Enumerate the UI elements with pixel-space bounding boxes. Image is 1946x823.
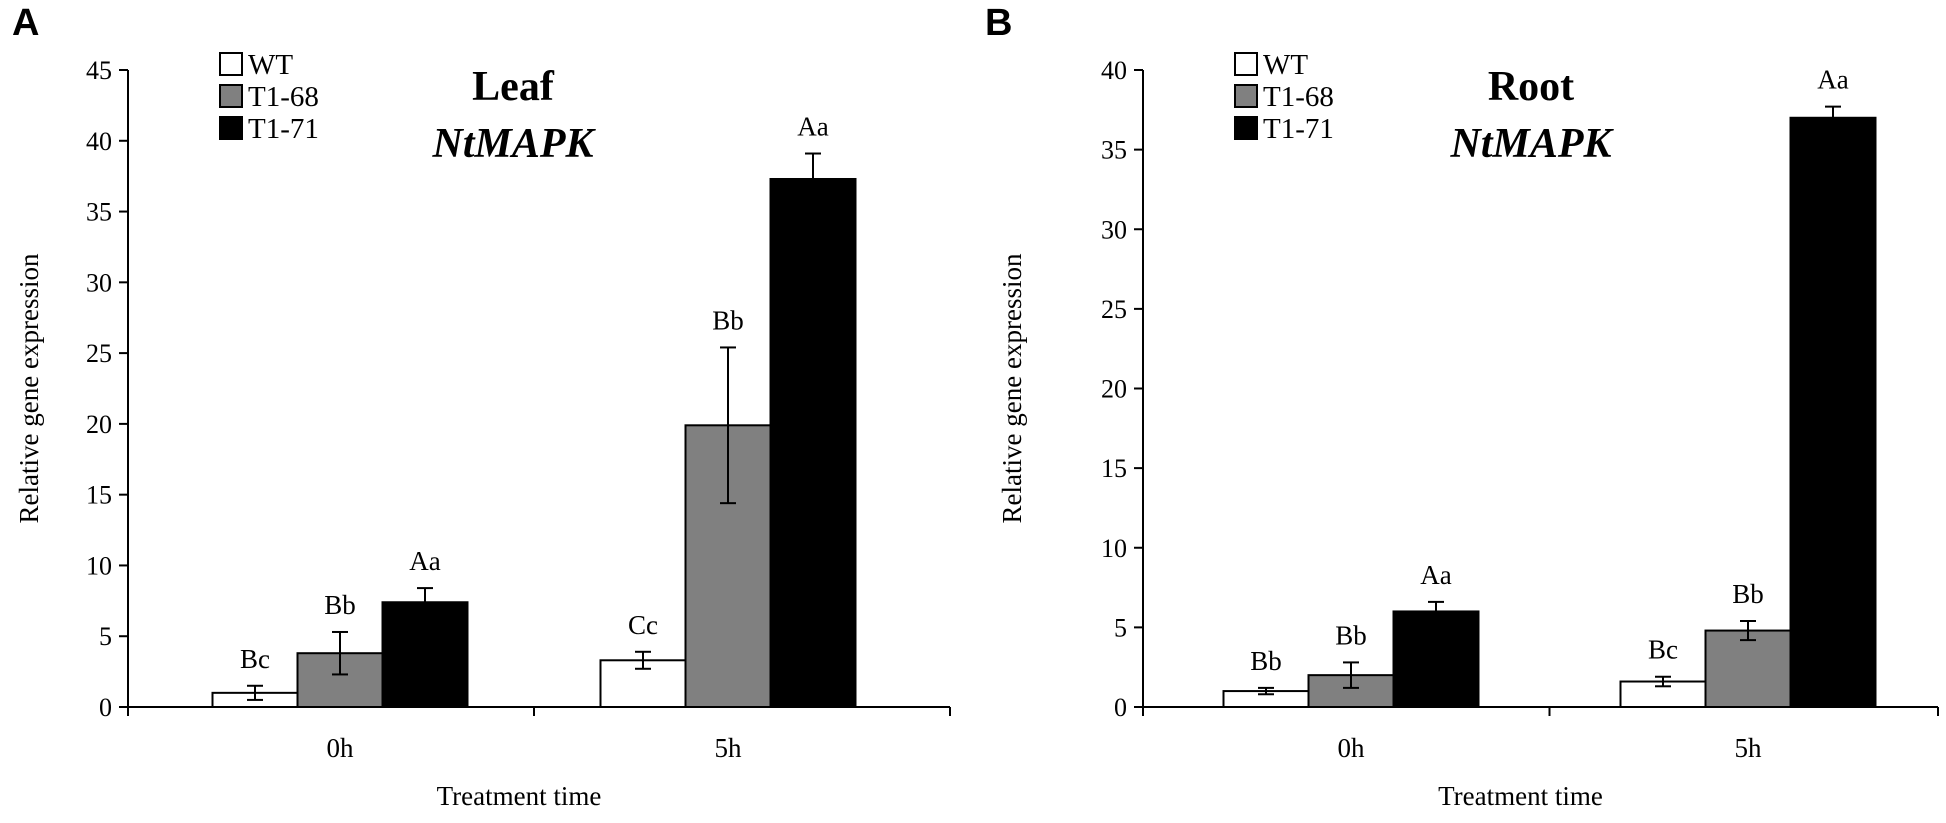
chart-title: Root <box>1488 64 1574 110</box>
legend-swatch <box>1234 116 1258 140</box>
bar-chart-leaf: 0 5 10 15 20 25 30 35 40 45 0h 5h Bc Cc Bb Bb Aa Aa WTT1-6… <box>14 49 951 811</box>
y-tick-label: 5 <box>1114 613 1127 642</box>
y-axis-label: Relative gene expression <box>997 253 1027 523</box>
legend-label: WT <box>1263 49 1308 81</box>
y-tick-label: 35 <box>86 198 112 227</box>
y-axis-label: Relative gene expression <box>14 253 44 523</box>
y-tick-label: 15 <box>86 481 112 510</box>
significance-label: Bb <box>1732 579 1764 609</box>
legend-label: T1-71 <box>248 113 319 145</box>
legend-swatch <box>219 52 243 76</box>
significance-label: Bb <box>1335 620 1367 650</box>
legend-swatch <box>219 116 243 140</box>
x-tick-label: 5h <box>715 733 743 763</box>
bar <box>769 177 857 708</box>
panel-label: B <box>985 2 1013 44</box>
x-tick-label: 0h <box>1338 733 1366 763</box>
bar <box>1392 610 1480 709</box>
y-tick-label: 10 <box>1101 534 1127 563</box>
chart-panel-a: A 0 5 10 15 20 25 30 35 40 45 0h 5h Bc Cc Bb Bb Aa Aa WT T1… <box>0 0 973 818</box>
legend-swatch <box>1234 52 1258 76</box>
chart-panel-b: B 0 5 10 15 20 25 30 35 40 0h 5h Bb Bc Bb Bb Aa Aa WT T1-6… <box>973 0 1946 818</box>
chart-subtitle: NtMAPK <box>1449 121 1614 167</box>
significance-label: Cc <box>628 610 658 640</box>
significance-label: Bc <box>240 644 270 674</box>
x-tick-label: 5h <box>1735 733 1763 763</box>
y-tick-label: 25 <box>86 339 112 368</box>
x-axis-label: Treatment time <box>437 781 602 811</box>
x-tick-label: 0h <box>327 733 355 763</box>
y-tick-label: 15 <box>1101 454 1127 483</box>
x-axis-label: Treatment time <box>1438 781 1603 811</box>
significance-label: Aa <box>1420 560 1451 590</box>
legend-label: T1-71 <box>1263 113 1334 145</box>
chart-subtitle: NtMAPK <box>431 121 596 167</box>
y-tick-label: 5 <box>99 622 112 651</box>
significance-label: Bb <box>1250 646 1282 676</box>
significance-label: Bb <box>712 305 744 335</box>
y-tick-label: 0 <box>1114 693 1127 722</box>
legend-label: T1-68 <box>1263 81 1334 113</box>
y-tick-label: 40 <box>86 127 112 156</box>
significance-label: Aa <box>1817 65 1848 95</box>
y-tick-label: 25 <box>1101 295 1127 324</box>
y-tick-label: 20 <box>1101 375 1127 404</box>
legend-swatch <box>219 84 243 108</box>
significance-label: Bc <box>1648 635 1678 665</box>
y-tick-label: 30 <box>86 268 112 297</box>
chart-title: Leaf <box>472 64 555 110</box>
y-tick-label: 0 <box>99 693 112 722</box>
y-tick-label: 10 <box>86 551 112 580</box>
y-tick-label: 35 <box>1101 136 1127 165</box>
legend-label: WT <box>248 49 293 81</box>
significance-label: Aa <box>797 112 828 142</box>
y-tick-label: 20 <box>86 410 112 439</box>
y-tick-label: 45 <box>86 56 112 85</box>
legend-swatch <box>1234 84 1258 108</box>
significance-label: Bb <box>324 590 356 620</box>
y-tick-label: 30 <box>1101 215 1127 244</box>
bar <box>1704 629 1792 708</box>
panel-label: A <box>12 2 40 44</box>
bar <box>381 601 469 709</box>
significance-label: Aa <box>409 546 440 576</box>
y-tick-label: 40 <box>1101 56 1127 85</box>
bar <box>1789 116 1877 708</box>
legend-label: T1-68 <box>248 81 319 113</box>
